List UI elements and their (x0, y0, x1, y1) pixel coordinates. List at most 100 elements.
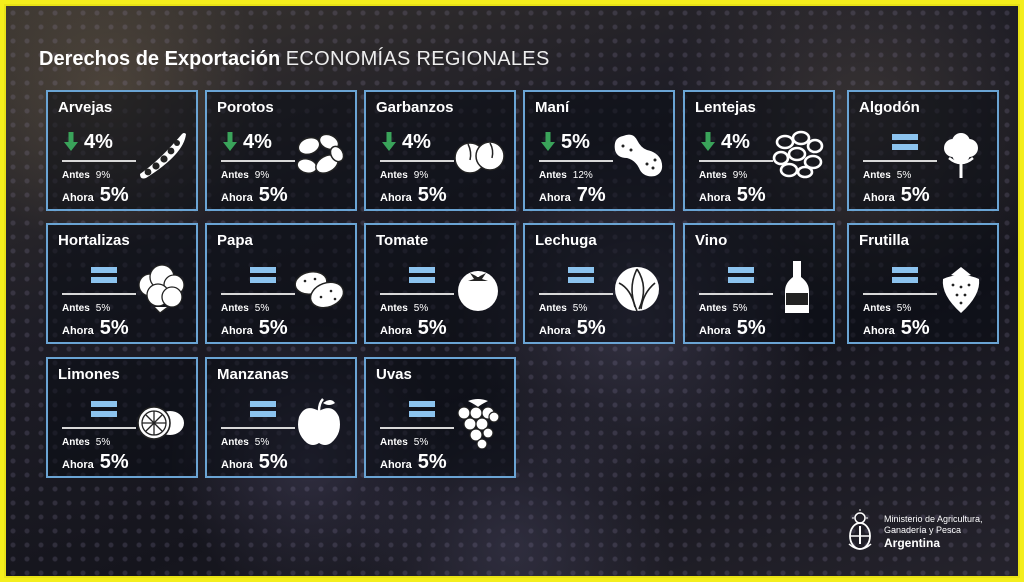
antes-label: Antes (62, 303, 90, 314)
ahora-label: Ahora (380, 192, 412, 204)
previous-rate: 5% (254, 437, 270, 448)
antes-label: Antes (699, 303, 727, 314)
previous-rate: 5% (254, 303, 270, 314)
current-rate-row: Ahora 5% (380, 184, 447, 207)
ahora-label: Ahora (221, 192, 253, 204)
antes-label: Antes (221, 303, 249, 314)
current-rate: 5% (576, 317, 606, 339)
product-name: Algodón (859, 99, 920, 116)
chickpeas-icon (450, 126, 506, 182)
divider (539, 293, 613, 295)
previous-rate: 5% (413, 303, 429, 314)
previous-rate-row: Antes 5% (62, 437, 110, 448)
previous-rate: 5% (732, 303, 748, 314)
divider (380, 160, 454, 162)
rate-change (382, 397, 435, 421)
product-name: Papa (217, 232, 253, 249)
title-subtitle: ECONOMÍAS REGIONALES (285, 48, 550, 70)
equal-sign-icon (728, 267, 754, 283)
divider (699, 160, 773, 162)
current-rate: 5% (900, 184, 930, 206)
current-rate-row: Ahora 5% (863, 317, 930, 340)
product-name: Lechuga (535, 232, 597, 249)
ministry-line-1: Ministerio de Agricultura, (884, 513, 983, 524)
ahora-label: Ahora (539, 192, 571, 204)
divider (699, 293, 773, 295)
previous-rate: 5% (413, 437, 429, 448)
equal-sign-icon (91, 401, 117, 417)
product-card-manzanas: Manzanas Antes 5% Ahora 5% (205, 357, 357, 478)
new-rate: 4% (243, 130, 272, 153)
ahora-label: Ahora (221, 325, 253, 337)
infographic-frame: Derechos de Exportación ECONOMÍAS REGION… (4, 4, 1020, 578)
ahora-label: Ahora (62, 325, 94, 337)
current-rate: 5% (258, 451, 288, 473)
ahora-label: Ahora (699, 325, 731, 337)
beans-icon (291, 126, 347, 182)
current-rate-row: Ahora 5% (62, 451, 129, 474)
pea-pod-icon (132, 126, 188, 182)
current-rate-row: Ahora 5% (221, 451, 288, 474)
ahora-label: Ahora (62, 192, 94, 204)
antes-label: Antes (863, 170, 891, 181)
antes-label: Antes (539, 303, 567, 314)
peanut-icon (609, 126, 665, 182)
current-rate-row: Ahora 5% (221, 184, 288, 207)
ministry-country: Argentina (884, 535, 941, 550)
divider (221, 160, 295, 162)
product-card-arvejas: Arvejas 4% Antes 9% Ahora 5% (46, 90, 198, 211)
down-arrow-icon (223, 132, 237, 152)
national-seal-icon (848, 509, 872, 550)
equal-sign-icon (892, 134, 918, 150)
previous-rate: 5% (896, 303, 912, 314)
previous-rate-row: Antes 9% (221, 170, 269, 181)
product-name: Porotos (217, 99, 274, 116)
divider (863, 160, 937, 162)
lemon-icon (132, 393, 188, 449)
rate-change (64, 397, 117, 421)
previous-rate-row: Antes 5% (863, 170, 911, 181)
previous-rate: 9% (732, 170, 748, 181)
current-rate: 5% (736, 317, 766, 339)
divider (863, 293, 937, 295)
antes-label: Antes (539, 170, 567, 181)
equal-sign-icon (250, 401, 276, 417)
product-name: Frutilla (859, 232, 910, 249)
current-rate: 5% (736, 184, 766, 206)
current-rate-row: Ahora 5% (380, 317, 447, 340)
product-card-vino: Vino Antes 5% Ahora 5% (683, 223, 835, 344)
down-arrow-icon (701, 132, 715, 152)
antes-label: Antes (221, 170, 249, 181)
grapes-icon (450, 393, 506, 449)
product-card-hortalizas: Hortalizas Antes 5% Ahora 5% (46, 223, 198, 344)
previous-rate: 5% (896, 170, 912, 181)
divider (221, 293, 295, 295)
product-name: Vino (695, 232, 728, 249)
potato-icon (291, 259, 347, 315)
previous-rate-row: Antes 5% (62, 303, 110, 314)
previous-rate-row: Antes 9% (62, 170, 110, 181)
previous-rate-row: Antes 12% (539, 170, 593, 181)
divider (62, 160, 136, 162)
current-rate: 5% (417, 184, 447, 206)
cauliflower-icon (132, 259, 188, 315)
previous-rate: 9% (95, 170, 111, 181)
product-name: Limones (58, 366, 120, 383)
ahora-label: Ahora (380, 459, 412, 471)
product-card-algodon: Algodón Antes 5% Ahora 5% (847, 90, 999, 211)
previous-rate-row: Antes 9% (380, 170, 428, 181)
rate-change (701, 263, 754, 287)
previous-rate-row: Antes 5% (863, 303, 911, 314)
current-rate-row: Ahora 5% (62, 184, 129, 207)
rate-change (223, 397, 276, 421)
rate-change (64, 263, 117, 287)
product-card-papa: Papa Antes 5% Ahora 5% (205, 223, 357, 344)
divider (539, 160, 613, 162)
down-arrow-icon (541, 132, 555, 152)
previous-rate-row: Antes 5% (221, 303, 269, 314)
new-rate: 4% (721, 130, 750, 153)
previous-rate-row: Antes 5% (699, 303, 747, 314)
product-card-porotos: Porotos 4% Antes 9% Ahora 5% (205, 90, 357, 211)
antes-label: Antes (863, 303, 891, 314)
antes-label: Antes (699, 170, 727, 181)
